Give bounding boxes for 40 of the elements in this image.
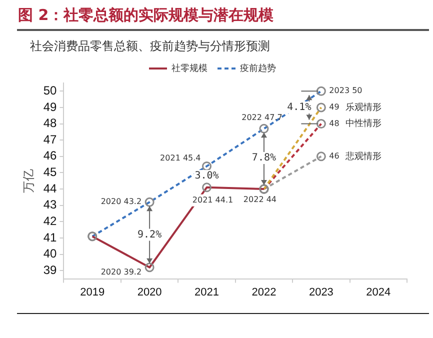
annotation: 4.1% — [287, 102, 312, 114]
y-tick-label: 42 — [43, 214, 58, 228]
y-tick-label: 40 — [43, 246, 58, 261]
annotation: 9.2% — [138, 229, 162, 240]
x-tick-label: 2019 — [80, 286, 105, 298]
y-tick-label: 39 — [43, 262, 58, 277]
text: 悲观情形 — [344, 150, 382, 162]
annotation: 2022 44 — [243, 195, 277, 204]
x-tick-label: 2022 — [252, 286, 276, 298]
data-label: 46 — [329, 152, 340, 161]
x-tick-label: 2024 — [366, 286, 391, 298]
y-tick-label: 41 — [43, 230, 58, 244]
y-tick-label: 45 — [43, 165, 58, 180]
chart-subtitle: 社会消费品零售总额、疫前趋势与分情形预测 — [30, 38, 270, 55]
x-tick-label: 2023 — [308, 286, 334, 298]
y-tick-label: 43 — [43, 198, 58, 212]
data-label: 48 — [329, 118, 340, 128]
y-tick-label: 46 — [43, 148, 58, 163]
x-tick-label: 2021 — [194, 286, 220, 298]
y-tick-label: 47 — [43, 132, 58, 146]
annotation: 2023 50 — [329, 86, 362, 96]
data-label: 49 — [329, 102, 340, 112]
chart-title: 图 2：社零总额的实际规模与潜在规模 — [18, 6, 274, 25]
annotation: 2021 44.1 — [192, 196, 234, 205]
text: 中性情形 — [345, 118, 382, 130]
annotation: 2022 47.7 — [242, 112, 282, 122]
x-tick-label: 2020 — [137, 286, 162, 298]
annotation: 7.8% — [252, 152, 276, 164]
y-tick-label: 49 — [43, 100, 58, 114]
legend-label: 疫前趋势 — [240, 62, 276, 74]
annotation: 3.0% — [194, 170, 219, 182]
legend-label: 社零规模 — [172, 62, 208, 74]
y-axis-title: 万亿 — [21, 168, 36, 193]
annotation: 2020 43.2 — [100, 197, 142, 206]
y-tick-label: 50 — [43, 83, 58, 98]
y-tick-label: 48 — [43, 116, 58, 130]
text: 乐观情形 — [345, 102, 382, 113]
annotation: 2021 45.4 — [160, 153, 201, 162]
y-tick-label: 44 — [43, 181, 58, 196]
annotation: 2020 39.2 — [100, 267, 142, 276]
